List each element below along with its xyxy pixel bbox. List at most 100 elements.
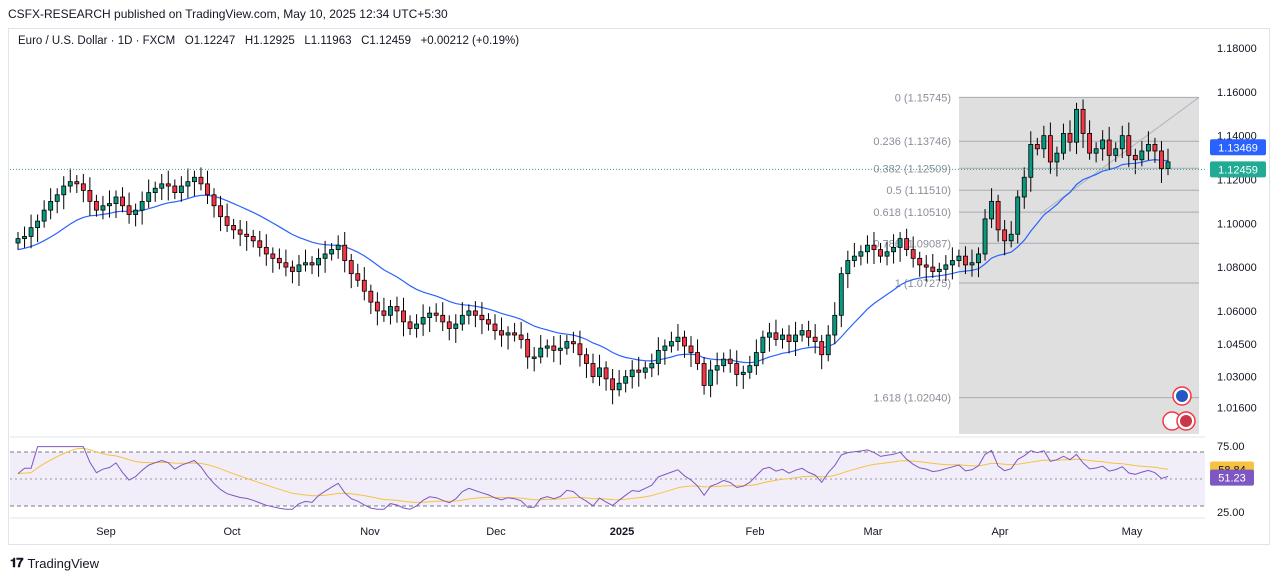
candle-up bbox=[1165, 148, 1171, 176]
candle-body bbox=[636, 369, 642, 373]
last-price-tag: 1.12459 bbox=[1210, 161, 1266, 178]
rsi-level-75: 75.00 bbox=[1217, 441, 1245, 453]
candle-down bbox=[446, 315, 452, 341]
candle-down bbox=[276, 248, 282, 270]
candle-down bbox=[211, 188, 217, 218]
candle-down bbox=[263, 234, 269, 266]
fibonacci-retracement[interactable]: 0 (1.15745) 0.236 (1.13746) 0.382 (1.12509… bbox=[873, 92, 1200, 435]
candle-down bbox=[812, 324, 818, 354]
candle-body bbox=[740, 371, 746, 375]
candle-up bbox=[564, 335, 570, 355]
candle-down bbox=[87, 177, 93, 216]
candle-body bbox=[165, 183, 171, 187]
candle-down bbox=[525, 332, 531, 369]
candle-up bbox=[146, 179, 152, 208]
candle-body bbox=[1061, 133, 1066, 154]
candle-down bbox=[361, 267, 367, 301]
candle-down bbox=[244, 221, 250, 251]
candle-up bbox=[316, 248, 321, 277]
candle-down bbox=[381, 297, 387, 322]
candle-body bbox=[982, 218, 988, 255]
candle-body bbox=[139, 200, 145, 211]
candle-up bbox=[668, 331, 674, 353]
candle-down bbox=[368, 284, 374, 314]
candle-up bbox=[753, 339, 759, 375]
candle-body bbox=[655, 349, 661, 364]
candle-body bbox=[649, 363, 655, 369]
rsi-line bbox=[17, 446, 1169, 510]
candle-body bbox=[1126, 135, 1132, 156]
candle-body bbox=[780, 334, 785, 340]
candle-up bbox=[766, 322, 772, 352]
candle-up bbox=[22, 226, 27, 248]
event-icons[interactable] bbox=[1162, 386, 1196, 431]
candle-body bbox=[799, 330, 805, 336]
candle-up bbox=[969, 249, 975, 277]
candle-up bbox=[54, 188, 60, 214]
candle-up bbox=[675, 324, 681, 351]
candle-up bbox=[113, 190, 119, 219]
legend-high: H1.12925 bbox=[244, 35, 295, 47]
candle-body bbox=[205, 183, 210, 196]
candle-body bbox=[714, 365, 720, 371]
candle-body bbox=[433, 312, 439, 316]
candle-body bbox=[897, 238, 903, 248]
candle-up bbox=[139, 191, 145, 225]
candles[interactable] bbox=[15, 99, 1171, 405]
price-tick-label: 1.18000 bbox=[1217, 43, 1257, 55]
candle-up bbox=[388, 299, 393, 325]
candle-body bbox=[1067, 133, 1073, 143]
candle-body bbox=[427, 312, 433, 318]
candle-up bbox=[623, 370, 629, 393]
chart-frame bbox=[8, 28, 1270, 545]
candle-body bbox=[1119, 135, 1125, 150]
candle-body bbox=[172, 185, 178, 194]
candle-up bbox=[662, 339, 668, 365]
candle-down bbox=[1087, 120, 1093, 160]
tradingview-logo[interactable]: 𝟏𝟕 TradingView bbox=[10, 555, 99, 571]
candle-up bbox=[15, 232, 21, 250]
candle-down bbox=[590, 353, 596, 384]
candle-body bbox=[812, 336, 818, 342]
candle-body bbox=[721, 358, 727, 367]
candle-body bbox=[113, 196, 119, 204]
price-axis[interactable]: 1.180001.160001.140001.120001.100001.080… bbox=[10, 43, 1266, 414]
price-tick-label: 1.03000 bbox=[1217, 372, 1257, 384]
candle-up bbox=[708, 360, 714, 398]
candle-up bbox=[1028, 131, 1034, 192]
candle-down bbox=[1132, 148, 1138, 175]
candle-body bbox=[381, 310, 387, 316]
ma-line bbox=[17, 158, 1169, 364]
candle-body bbox=[525, 339, 531, 358]
candle-up bbox=[1015, 190, 1021, 244]
candle-body bbox=[126, 205, 132, 215]
last-price-tag-bg bbox=[1210, 161, 1266, 178]
candle-body bbox=[793, 334, 798, 342]
candle-body bbox=[753, 352, 759, 367]
candle-body bbox=[1021, 176, 1027, 198]
candle-down bbox=[773, 319, 779, 346]
candle-body bbox=[1139, 150, 1145, 161]
candle-body bbox=[67, 181, 73, 187]
time-tick-label: Dec bbox=[486, 526, 506, 538]
candle-body bbox=[610, 378, 616, 391]
candle-body bbox=[629, 369, 635, 378]
candle-body bbox=[316, 257, 321, 266]
candle-body bbox=[505, 332, 511, 336]
candle-body bbox=[466, 310, 472, 316]
candle-body bbox=[100, 205, 106, 211]
candle-up bbox=[780, 328, 785, 349]
time-tick-label: Nov bbox=[360, 526, 380, 538]
candle-down bbox=[636, 356, 642, 387]
time-axis[interactable]: Sep Oct Nov Dec 2025 Feb Mar Apr May bbox=[10, 517, 1205, 538]
candle-body bbox=[35, 220, 41, 229]
candle-down bbox=[224, 203, 230, 233]
candle-up bbox=[1061, 123, 1066, 160]
candle-up bbox=[133, 203, 139, 227]
candle-body bbox=[355, 273, 361, 281]
candle-up bbox=[296, 255, 302, 286]
candle-body bbox=[348, 260, 354, 275]
candle-down bbox=[120, 187, 125, 213]
